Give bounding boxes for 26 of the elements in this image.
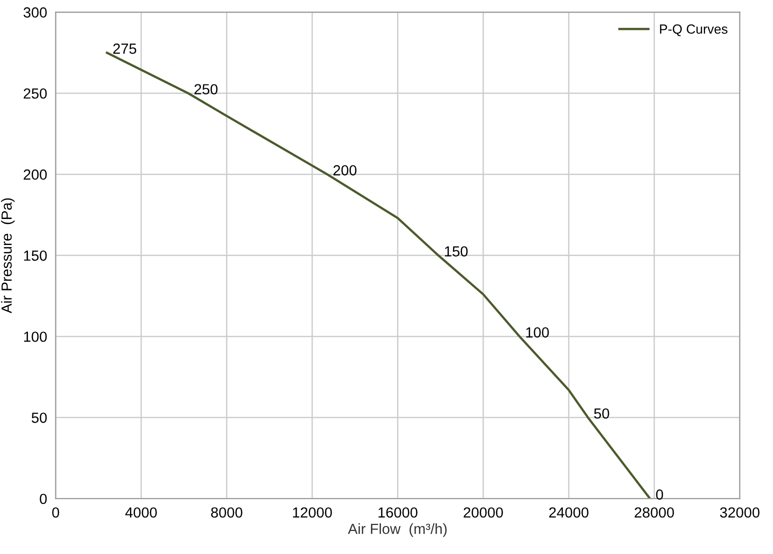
y-tick-label: 250 bbox=[24, 88, 47, 99]
x-tick-label: 24000 bbox=[549, 507, 588, 518]
data-label: 200 bbox=[333, 165, 356, 176]
x-tick-label: 12000 bbox=[293, 507, 332, 518]
x-tick-label: 28000 bbox=[634, 507, 674, 518]
y-tick-label: 100 bbox=[24, 332, 47, 342]
y-tick-label: 0 bbox=[40, 494, 47, 504]
data-label: 250 bbox=[194, 84, 218, 94]
legend-label: P-Q Curves bbox=[660, 24, 728, 36]
x-tick-label: 8000 bbox=[211, 507, 242, 518]
y-tick-label: 300 bbox=[24, 7, 47, 18]
y-tick-label: 150 bbox=[24, 250, 47, 261]
data-label: 275 bbox=[113, 44, 136, 54]
data-label: 100 bbox=[526, 327, 549, 338]
y-axis-title: Air Pressure (Pa) bbox=[1, 198, 15, 314]
x-tick-label: 20000 bbox=[464, 507, 503, 518]
data-label: 50 bbox=[594, 408, 610, 419]
x-tick-label: 32000 bbox=[720, 507, 760, 518]
x-tick-label: 0 bbox=[52, 507, 60, 518]
y-tick-label: 50 bbox=[32, 412, 47, 423]
x-tick-label: 4000 bbox=[125, 507, 157, 518]
x-tick-label: 16000 bbox=[378, 507, 418, 518]
data-label: 150 bbox=[444, 246, 468, 257]
y-tick-label: 200 bbox=[24, 169, 47, 180]
data-label: 0 bbox=[656, 489, 664, 500]
x-axis-title: Air Flow (m³/h) bbox=[348, 523, 447, 537]
